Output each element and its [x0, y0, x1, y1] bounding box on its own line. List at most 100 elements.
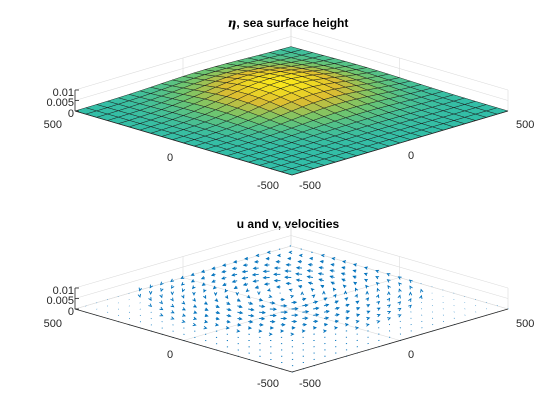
quiver-arrow — [297, 259, 302, 264]
quiver-arrow-head — [266, 250, 271, 254]
quiver-arrow — [387, 291, 391, 296]
quiver-arrow-head — [365, 323, 370, 327]
quiver-arrow — [149, 284, 153, 289]
surface-x-tick-neg500: -500 — [299, 180, 321, 192]
quiver-arrow-head — [227, 313, 232, 318]
quiver-arrow-head — [261, 304, 266, 308]
quiver-arrow — [323, 297, 328, 301]
quiver-arrow-head — [180, 282, 185, 286]
quiver-z-tick-0: 0 — [68, 306, 74, 318]
quiver-arrow — [237, 317, 243, 321]
quiver-arrow — [334, 319, 340, 324]
quiver-arrow-head — [241, 269, 246, 274]
quiver-arrow-head — [346, 310, 351, 314]
quiver-arrow-head — [344, 323, 349, 327]
quiver-arrow — [148, 297, 152, 302]
quiver-arrow — [376, 320, 381, 324]
quiver-arrow — [215, 323, 220, 327]
quiver-arrow — [253, 260, 259, 264]
quiver-arrow-head — [239, 310, 244, 315]
quiver-arrow — [258, 298, 264, 302]
quiver-arrow-head — [376, 294, 380, 299]
quiver-arrow — [226, 313, 232, 318]
quiver-arrow-head — [273, 266, 278, 270]
quiver-arrow-head — [236, 298, 241, 302]
quiver-arrow — [190, 279, 195, 283]
quiver-x-tick-neg500: -500 — [299, 378, 321, 390]
quiver-arrow — [259, 323, 264, 327]
quiver-arrow-head — [352, 275, 357, 279]
quiver-arrow-head — [325, 309, 330, 314]
quiver-arrow — [376, 300, 381, 305]
quiver-arrow-head — [231, 266, 236, 270]
quiver-arrow-head — [317, 272, 322, 276]
quiver-arrow — [397, 314, 402, 318]
quiver-arrow-head — [193, 316, 198, 320]
quiver-arrow — [170, 310, 175, 314]
quiver-arrow — [190, 272, 195, 276]
quiver-arrow — [214, 298, 219, 302]
quiver-arrow — [181, 319, 186, 323]
quiver-arrow — [364, 278, 368, 283]
quiver-arrow-head — [300, 291, 304, 296]
quiver-arrow — [276, 285, 281, 289]
quiver-arrow — [285, 263, 292, 267]
quiver-arrow-head — [287, 256, 292, 261]
quiver-arrow — [344, 323, 349, 327]
quiver-arrow — [366, 304, 371, 308]
quiver-arrow-head — [246, 294, 251, 299]
quiver-arrow — [226, 301, 231, 305]
quiver-grid — [74, 224, 509, 373]
quiver-arrow-head — [376, 320, 381, 324]
quiver-arrow-head — [315, 313, 320, 317]
surface-z-tick-0: 0 — [68, 108, 74, 120]
quiver-arrow-head — [307, 281, 312, 285]
quiver-arrow — [311, 294, 316, 298]
quiver-arrow-head — [235, 292, 239, 296]
quiver-arrow — [269, 319, 276, 324]
quiver-arrow-head — [159, 281, 164, 286]
quiver-arrow-head — [353, 281, 358, 286]
quiver-arrow-head — [365, 290, 369, 295]
quiver-arrow-head — [170, 316, 175, 320]
quiver-arrow-head — [284, 275, 289, 279]
quiver-arrow — [193, 316, 198, 320]
quiver-arrow-head — [295, 278, 300, 282]
quiver-arrow — [302, 297, 307, 301]
quiver-arrow-head — [324, 322, 329, 327]
quiver-arrow-head — [356, 313, 361, 317]
quiver-z-tick-1: 0.005 — [46, 295, 74, 307]
quiver-arrow — [200, 269, 205, 273]
quiver-arrow-head — [211, 266, 216, 270]
quiver-arrow — [397, 294, 401, 299]
quiver-arrow-head — [376, 307, 381, 311]
quiver-arrow-head — [334, 326, 339, 330]
quiver-arrow-head — [280, 329, 285, 333]
quiver-arrow — [334, 326, 339, 330]
quiver-arrow-head — [170, 284, 175, 289]
quiver-arrow — [180, 275, 185, 279]
quiver-arrow — [284, 275, 292, 279]
quiver-arrow — [248, 320, 254, 324]
quiver-arrow-head — [330, 281, 335, 285]
quiver-arrow — [210, 273, 216, 277]
quiver-arrow — [313, 313, 320, 317]
quiver-arrow — [287, 256, 292, 261]
quiver-arrow-head — [365, 284, 369, 289]
quiver-arrow — [386, 279, 391, 283]
quiver-arrow-head — [252, 266, 257, 270]
quiver-arrow-head — [295, 266, 300, 270]
quiver-arrow-head — [311, 294, 316, 298]
quiver-arrow-head — [249, 320, 254, 324]
quiver-arrow — [203, 295, 207, 300]
quiver-arrow — [201, 282, 206, 286]
quiver-arrow — [280, 304, 288, 308]
quiver-arrow-head — [376, 287, 380, 292]
quiver-arrow-head — [159, 313, 164, 317]
quiver-arrow-head — [263, 263, 268, 267]
quiver-arrow — [269, 301, 276, 305]
quiver-arrow-head — [307, 263, 312, 267]
quiver-arrow-head — [304, 316, 309, 320]
quiver-arrow — [280, 310, 289, 314]
quiver-arrow — [291, 313, 299, 317]
